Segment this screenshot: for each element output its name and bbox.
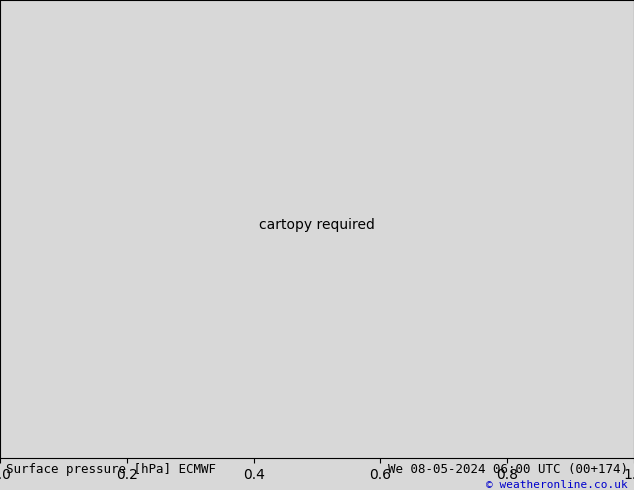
- Text: We 08-05-2024 06:00 UTC (00+174): We 08-05-2024 06:00 UTC (00+174): [387, 463, 628, 476]
- Text: © weatheronline.co.uk: © weatheronline.co.uk: [486, 480, 628, 490]
- Text: cartopy required: cartopy required: [259, 218, 375, 232]
- Text: Surface pressure [hPa] ECMWF: Surface pressure [hPa] ECMWF: [6, 463, 216, 476]
